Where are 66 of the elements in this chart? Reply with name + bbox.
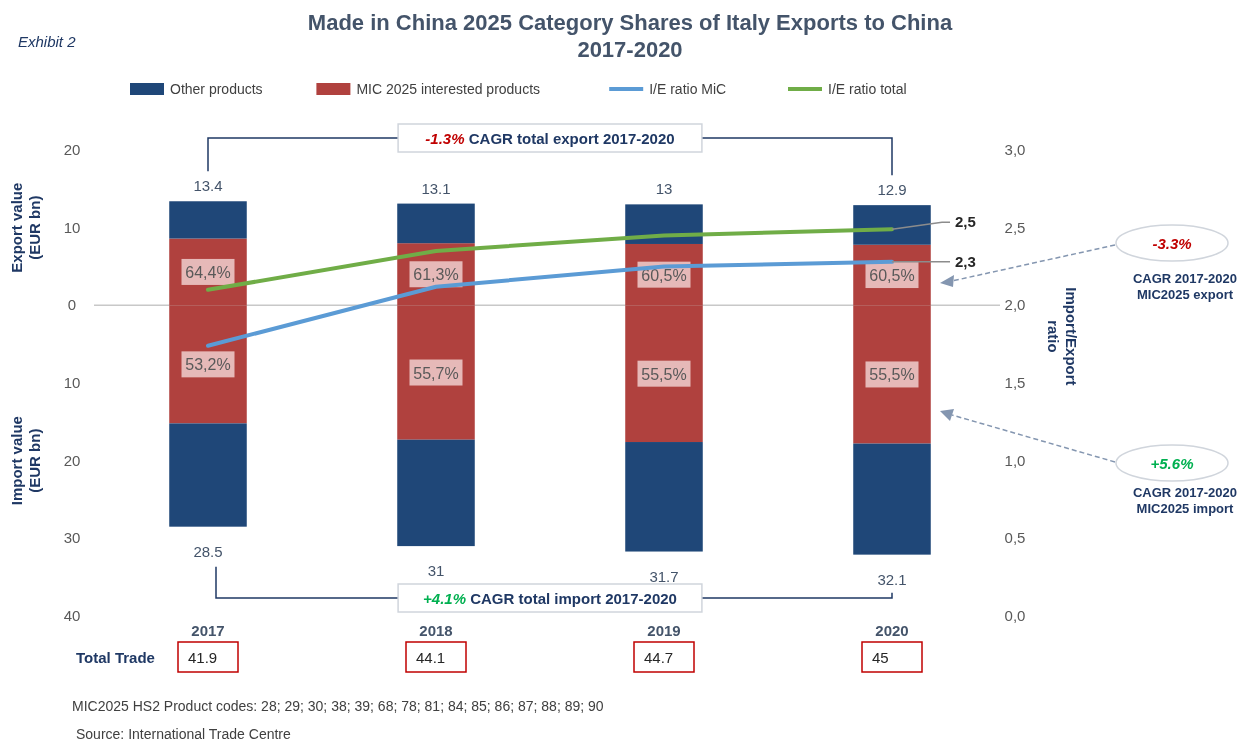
text: MIC2025 HS2 Product codes: 28; 29; 30; 38; 39; 68; 78; 81; 84; 85; 86; 87; 88; 89; 90 (72, 698, 604, 714)
annotation: 60,5% (641, 266, 687, 284)
annotation: 53,2% (185, 356, 231, 374)
bar (169, 201, 247, 239)
bar (625, 442, 703, 552)
y2-tick-label: 2,0 (1004, 296, 1026, 314)
x-tick-label: 2017 (191, 622, 225, 639)
annotation: 60,5% (869, 267, 915, 285)
y2-tick-label: 0,0 (1004, 607, 1026, 624)
legend-label: Other products (170, 81, 263, 97)
text: Total Trade (76, 649, 155, 666)
text: 41.9 (188, 649, 218, 666)
bar (397, 439, 475, 547)
text: CAGR 2017-2020 MIC2025 import (1132, 485, 1238, 516)
y2-tick-label: 3,0 (1004, 141, 1026, 158)
text: Import value (EUR bn) (8, 416, 43, 506)
bar (853, 443, 931, 555)
y-tick-label: 20 (63, 141, 81, 158)
text: -3.3% (1152, 235, 1192, 252)
text: 44.1 (416, 649, 446, 666)
annotation: 31 (427, 562, 445, 580)
source-note: Source: International Trade Centre (76, 726, 292, 742)
bar (169, 423, 247, 527)
y2-tick-label: 1,5 (1004, 374, 1026, 391)
y2-axis-title: Import/Export ratio (1045, 287, 1080, 386)
data-label: 2,3 (955, 252, 976, 270)
y-tick-label: 30 (63, 529, 81, 547)
legend-label: I/E ratio total (828, 81, 907, 97)
annotation: 28.5 (193, 542, 223, 560)
legend-label: I/E ratio MiC (649, 81, 727, 97)
annotation: 55,5% (641, 365, 687, 383)
text: Exhibit 2 (18, 33, 77, 50)
y-tick-label: 10 (63, 374, 81, 391)
annotation: 61,3% (413, 266, 459, 284)
text: +5.6% (1150, 455, 1194, 472)
bar (625, 204, 703, 244)
annotation: 55,5% (869, 366, 915, 384)
data-label: 2,5 (955, 213, 976, 231)
annotation: 13 (655, 180, 673, 198)
annotation: 32.1 (877, 570, 907, 588)
text: -1.3% CAGR total export 2017-2020 (425, 130, 675, 147)
annotation: 13.1 (421, 179, 451, 197)
y2-tick-label: 2,5 (1004, 218, 1026, 236)
annotation: 55,7% (413, 364, 459, 382)
annotation: 31.7 (649, 567, 679, 585)
y-axis-title: Export value (EUR bn) (8, 182, 43, 273)
text: CAGR 2017-2020 MIC2025 export (1132, 271, 1238, 302)
bar (397, 203, 475, 244)
legend-label: MIC 2025 interested products (356, 81, 541, 97)
y-tick-label: 0 (67, 296, 77, 314)
y-tick-label: 10 (63, 218, 81, 236)
chart-title: Made in China 2025 Category Shares of Italy Exports to China 2017-2020 (307, 10, 953, 62)
y2-tick-label: 0,5 (1004, 529, 1026, 547)
bar (853, 205, 931, 245)
annotation: 12.9 (877, 181, 907, 199)
text: 44.7 (644, 649, 674, 666)
text: 45 (872, 649, 889, 666)
x-tick-label: 2020 (875, 622, 909, 639)
annotation: 64,4% (185, 263, 231, 281)
annotation: 13.4 (193, 177, 223, 195)
y-tick-label: 20 (63, 451, 81, 469)
y2-tick-label: 1,0 (1004, 451, 1026, 469)
x-tick-label: 2019 (647, 622, 681, 639)
x-tick-label: 2018 (419, 622, 453, 639)
y-tick-label: 40 (63, 607, 81, 624)
annotation: +4.1% CAGR total import 2017-2020 (423, 590, 677, 607)
